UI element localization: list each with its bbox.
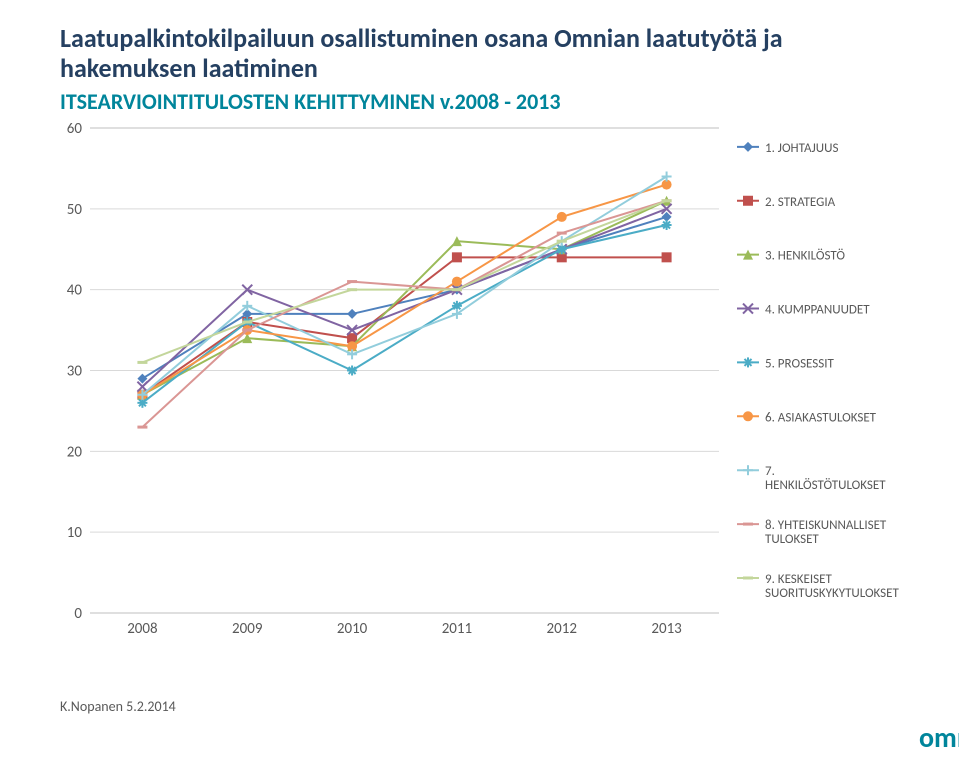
svg-text:10: 10 <box>67 524 83 542</box>
svg-text:SUORITUSKYKYTULOKSET: SUORITUSKYKYTULOKSET <box>765 586 900 601</box>
svg-text:9. KESKEISET: 9. KESKEISET <box>765 572 832 587</box>
svg-text:HENKILÖSTÖTULOKSET: HENKILÖSTÖTULOKSET <box>765 478 886 493</box>
svg-text:TULOKSET: TULOKSET <box>765 532 819 547</box>
svg-text:2013: 2013 <box>651 620 682 638</box>
svg-text:20: 20 <box>67 443 83 461</box>
svg-text:40: 40 <box>67 281 83 299</box>
series <box>137 252 671 399</box>
svg-text:3. HENKILÖSTÖ: 3. HENKILÖSTÖ <box>765 248 845 263</box>
svg-text:5. PROSESSIT: 5. PROSESSIT <box>765 356 834 371</box>
page-title: Laatupalkintokilpailuun osallistuminen o… <box>60 24 919 84</box>
svg-text:50: 50 <box>67 201 83 219</box>
svg-text:8. YHTEISKUNNALLISET: 8. YHTEISKUNNALLISET <box>765 518 887 533</box>
footer-text: K.Nopanen 5.2.2014 <box>60 698 176 715</box>
svg-text:0: 0 <box>74 605 82 623</box>
svg-text:1. JOHTAJUUS: 1. JOHTAJUUS <box>765 141 838 156</box>
svg-text:2011: 2011 <box>442 620 472 638</box>
svg-text:2010: 2010 <box>337 620 368 638</box>
svg-text:2012: 2012 <box>547 620 577 638</box>
svg-text:60: 60 <box>67 123 83 138</box>
svg-text:2. STRATEGIA: 2. STRATEGIA <box>765 195 836 210</box>
svg-text:2009: 2009 <box>232 620 263 638</box>
svg-text:7.: 7. <box>765 464 775 479</box>
svg-text:6. ASIAKASTULOKSET: 6. ASIAKASTULOKSET <box>765 410 877 425</box>
svg-text:30: 30 <box>67 362 83 380</box>
chart-subtitle: ITSEARVIOINTITULOSTEN KEHITTYMINEN v.200… <box>60 88 919 115</box>
chart-legend: 1. JOHTAJUUS 2. STRATEGIA 3. HENKILÖSTÖ 4. … <box>737 141 900 601</box>
svg-text:2008: 2008 <box>127 620 157 638</box>
line-chart: 0 10 20 30 40 50 60 2008 2009 2010 2011 2012 2013 1. … <box>60 123 919 643</box>
logo-text: omnia <box>919 720 959 755</box>
chart-svg: 0 10 20 30 40 50 60 2008 2009 2010 2011 2012 2013 1. … <box>60 123 919 643</box>
svg-text:4. KUMPPANUUDET: 4. KUMPPANUUDET <box>765 302 870 317</box>
